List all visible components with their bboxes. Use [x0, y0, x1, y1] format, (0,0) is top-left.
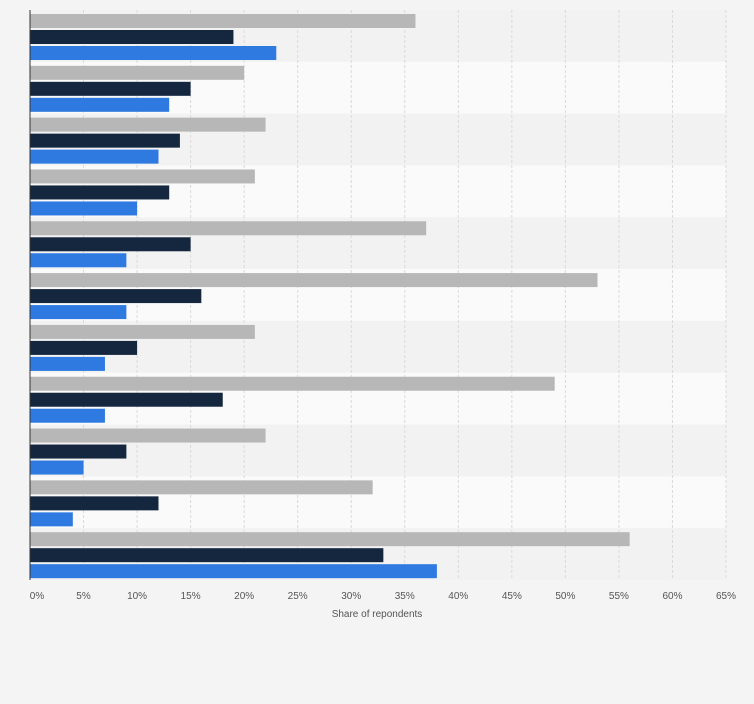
- x-tick-label: 60%: [662, 591, 682, 602]
- bar: [30, 46, 277, 60]
- bar: [30, 428, 266, 443]
- bar: [30, 81, 191, 96]
- bar: [30, 444, 127, 459]
- bar: [30, 149, 159, 164]
- bar: [30, 30, 234, 44]
- x-tick-label: 0%: [30, 591, 45, 602]
- bar: [30, 496, 159, 511]
- bar: [30, 221, 427, 236]
- bar: [30, 408, 105, 423]
- x-tick-label: 15%: [181, 591, 201, 602]
- x-tick-labels: 0% 5% 10% 15% 20% 25% 30% 35% 40% 45% 50% 55% 60% 65%: [30, 591, 736, 602]
- bar: [30, 356, 105, 371]
- x-tick-label: 30%: [341, 591, 361, 602]
- bar: [30, 564, 437, 579]
- bar: [30, 169, 255, 184]
- bar: [30, 133, 180, 148]
- bar: [30, 117, 266, 132]
- x-tick-label: 35%: [395, 591, 415, 602]
- bar: [30, 548, 384, 563]
- bar: [30, 512, 73, 527]
- x-tick-label: 65%: [716, 591, 736, 602]
- bar: [30, 185, 170, 200]
- x-tick-label: 5%: [76, 591, 91, 602]
- bar: [30, 340, 138, 355]
- bar: [30, 305, 127, 320]
- bars: [30, 14, 630, 579]
- x-tick-label: 55%: [609, 591, 629, 602]
- bar: [30, 392, 223, 407]
- bar: [30, 97, 170, 112]
- bar: [30, 65, 245, 80]
- x-tick-label: 45%: [502, 591, 522, 602]
- bar: [30, 273, 598, 288]
- bar: [30, 201, 138, 216]
- bar: [30, 324, 255, 339]
- x-tick-label: 40%: [448, 591, 468, 602]
- bar: [30, 480, 373, 495]
- x-tick-label: 50%: [555, 591, 575, 602]
- x-axis-label: Share of repondents: [332, 609, 423, 620]
- bar: [30, 460, 84, 475]
- bar: [30, 14, 416, 28]
- x-tick-label: 20%: [234, 591, 254, 602]
- bar: [30, 253, 127, 268]
- x-tick-label: 10%: [127, 591, 147, 602]
- x-tick-label: 25%: [288, 591, 308, 602]
- bar: [30, 376, 555, 391]
- bar: [30, 532, 630, 547]
- bar: [30, 237, 191, 252]
- bar: [30, 289, 202, 304]
